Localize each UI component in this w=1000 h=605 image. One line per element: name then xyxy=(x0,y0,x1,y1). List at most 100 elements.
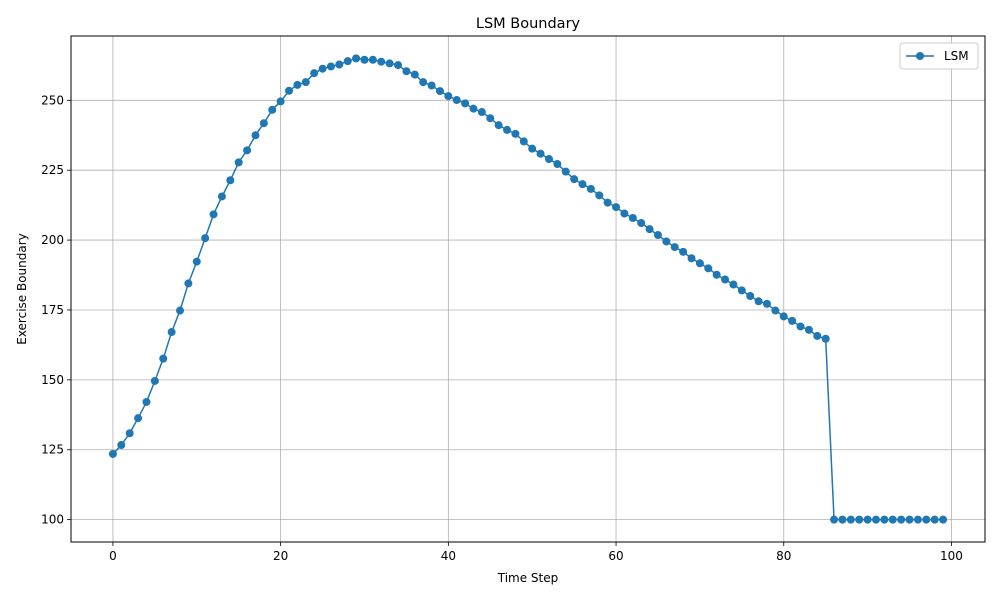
data-point xyxy=(469,104,478,113)
data-point xyxy=(435,87,444,96)
series-line-lsm xyxy=(112,57,944,521)
data-point xyxy=(620,209,629,218)
data-point xyxy=(528,144,537,153)
x-tick-label: 60 xyxy=(608,549,623,563)
x-tick-label: 80 xyxy=(776,549,791,563)
data-point xyxy=(863,515,872,524)
legend-swatch-marker xyxy=(916,52,924,60)
x-tick-label: 100 xyxy=(940,549,963,563)
y-axis-label: Exercise Boundary xyxy=(15,233,29,345)
data-point xyxy=(209,210,218,219)
grid xyxy=(71,36,985,542)
data-point xyxy=(821,334,830,343)
data-point xyxy=(503,125,512,134)
legend-label: LSM xyxy=(944,49,969,63)
data-point xyxy=(570,175,579,184)
data-point xyxy=(612,203,621,212)
data-point xyxy=(494,121,503,130)
data-point xyxy=(519,137,528,146)
x-axis: 0 20 40 60 80 100 xyxy=(109,542,963,563)
data-point xyxy=(243,146,252,155)
data-point xyxy=(561,167,570,176)
data-point xyxy=(595,191,604,200)
data-point xyxy=(452,96,461,105)
data-point xyxy=(746,291,755,300)
data-point xyxy=(788,316,797,325)
data-point xyxy=(712,270,721,279)
data-point xyxy=(653,231,662,240)
data-point xyxy=(897,515,906,524)
data-point xyxy=(427,81,436,90)
data-point xyxy=(687,254,696,263)
chart-title: LSM Boundary xyxy=(476,16,581,32)
plot-frame xyxy=(70,35,986,543)
data-point xyxy=(645,225,654,234)
data-point xyxy=(846,515,855,524)
data-point xyxy=(217,192,226,201)
data-point xyxy=(930,515,939,524)
data-point xyxy=(880,515,889,524)
data-point xyxy=(410,70,419,79)
legend-box xyxy=(899,42,979,70)
data-point xyxy=(888,515,897,524)
data-point xyxy=(142,397,151,406)
data-point xyxy=(721,275,730,284)
data-point xyxy=(226,176,235,185)
data-point xyxy=(939,515,948,524)
data-point xyxy=(343,57,352,66)
x-tick-label: 40 xyxy=(441,549,456,563)
data-point xyxy=(192,257,201,266)
data-point xyxy=(578,180,587,189)
data-point xyxy=(637,219,646,228)
data-point xyxy=(352,54,361,63)
data-point xyxy=(922,515,931,524)
data-point xyxy=(511,129,520,138)
data-point xyxy=(125,429,134,438)
data-point xyxy=(394,61,403,70)
data-point xyxy=(695,259,704,268)
data-point xyxy=(838,515,847,524)
data-point xyxy=(662,237,671,246)
data-point xyxy=(628,213,637,222)
y-tick-label: 150 xyxy=(41,373,64,387)
data-point xyxy=(804,325,813,334)
data-point xyxy=(771,306,780,315)
data-point xyxy=(285,86,294,95)
data-point xyxy=(402,67,411,76)
legend: LSM xyxy=(899,42,979,70)
series-layer xyxy=(108,54,948,524)
data-point xyxy=(779,312,788,321)
data-point xyxy=(360,55,369,64)
data-point xyxy=(704,264,713,273)
data-point xyxy=(477,108,486,117)
data-point xyxy=(385,59,394,68)
y-tick-label: 225 xyxy=(41,163,64,177)
data-point xyxy=(461,99,470,108)
x-axis-label: Time Step xyxy=(497,571,559,585)
data-point xyxy=(544,155,553,164)
data-point xyxy=(293,80,302,89)
y-tick-label: 200 xyxy=(41,233,64,247)
x-tick-label: 0 xyxy=(109,549,117,563)
data-point xyxy=(855,515,864,524)
data-point xyxy=(830,515,839,524)
data-point xyxy=(536,149,545,158)
data-point xyxy=(134,414,143,423)
data-point xyxy=(871,515,880,524)
data-point xyxy=(301,78,310,87)
data-point xyxy=(368,55,377,64)
data-point xyxy=(259,119,268,128)
data-point xyxy=(679,247,688,256)
data-point xyxy=(184,279,193,288)
data-point xyxy=(276,97,285,106)
y-tick-label: 250 xyxy=(41,93,64,107)
data-point xyxy=(310,69,319,78)
data-point xyxy=(201,234,210,243)
data-point xyxy=(813,331,822,340)
data-point xyxy=(268,105,277,114)
data-point xyxy=(905,515,914,524)
data-point xyxy=(729,280,738,289)
y-axis: 100 125 150 175 200 225 250 xyxy=(41,93,71,527)
